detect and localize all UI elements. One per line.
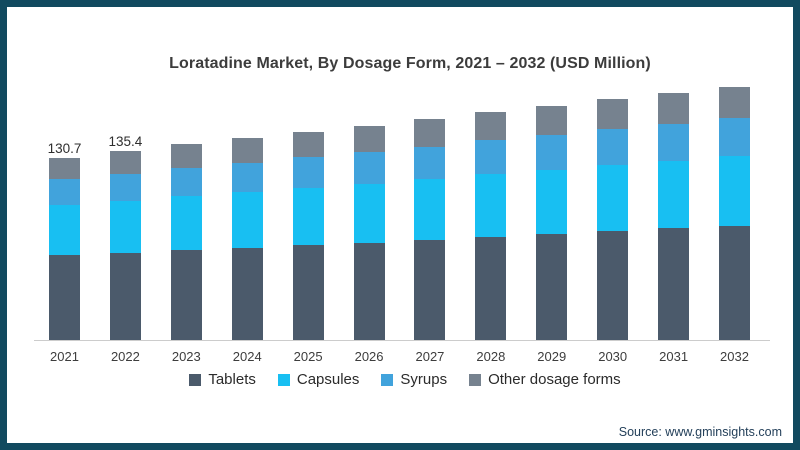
legend-label: Tablets (208, 371, 256, 388)
bar-segment-other-dosage-forms-2028 (475, 112, 507, 141)
bar-segment-syrups-2029 (536, 134, 568, 170)
bar-segment-syrups-2025 (292, 157, 324, 188)
bar-segment-syrups-2030 (597, 128, 629, 165)
bar-segment-tablets-2029 (536, 234, 568, 340)
legend-swatch-icon (381, 373, 394, 386)
bar-segment-syrups-2028 (475, 140, 507, 175)
bar-segment-capsules-2023 (170, 196, 202, 251)
chart-title: Loratadine Market, By Dosage Form, 2021 … (169, 55, 651, 72)
bar-segment-syrups-2026 (353, 152, 385, 184)
bar-segment-syrups-2023 (170, 167, 202, 197)
bar-segment-tablets-2031 (658, 228, 690, 340)
bar-segment-capsules-2031 (658, 160, 690, 229)
bar-segment-other-dosage-forms-2022 (109, 151, 141, 175)
x-axis-label-2030: 2030 (598, 349, 628, 364)
bar-segment-syrups-2032 (719, 117, 750, 156)
x-axis-label-2023: 2023 (171, 349, 201, 364)
bar-segment-capsules-2022 (109, 201, 141, 253)
bar-segment-syrups-2021 (49, 179, 80, 205)
bar-segment-syrups-2022 (109, 174, 141, 202)
bar-segment-syrups-2027 (414, 146, 446, 180)
bar-2025 (292, 131, 324, 340)
value-label-2021: 130.7 (47, 140, 82, 156)
x-axis-label-2022: 2022 (110, 349, 140, 364)
legend-swatch-icon (189, 373, 202, 386)
bar-segment-capsules-2027 (414, 179, 446, 241)
bar-segment-other-dosage-forms-2031 (658, 93, 690, 124)
bar-2024 (231, 137, 263, 340)
x-axis-label-2028: 2028 (476, 349, 506, 364)
x-axis-label-2031: 2031 (659, 349, 689, 364)
legend-item-syrups: Syrups (381, 371, 447, 388)
x-axis-line (34, 340, 770, 341)
bar-2027 (414, 119, 446, 340)
bar-2028 (475, 112, 507, 340)
bar-segment-other-dosage-forms-2026 (353, 125, 385, 153)
bar-2030 (597, 99, 629, 340)
x-axis-label-2027: 2027 (415, 349, 445, 364)
legend-label: Other dosage forms (488, 371, 621, 388)
value-label-2022: 135.4 (108, 134, 143, 150)
legend-label: Syrups (400, 371, 448, 388)
source-attribution: Source: www.gminsights.com (618, 425, 782, 439)
bar-2021 (49, 157, 80, 340)
bar-segment-other-dosage-forms-2024 (231, 137, 263, 163)
bar-segment-tablets-2028 (475, 236, 507, 340)
legend-swatch-icon (469, 373, 482, 386)
bar-2026 (353, 125, 385, 340)
x-axis-label-2025: 2025 (293, 349, 323, 364)
x-axis-label-2032: 2032 (720, 349, 749, 364)
x-axis-label-2026: 2026 (354, 349, 384, 364)
bar-segment-capsules-2025 (292, 187, 324, 246)
bar-segment-tablets-2023 (170, 250, 202, 340)
legend-label: Capsules (296, 371, 360, 388)
bar-segment-capsules-2026 (353, 183, 385, 243)
legend: Tablets Capsules Syrups Other dosage forms (40, 371, 770, 388)
bar-segment-syrups-2031 (658, 123, 690, 161)
bar-segment-other-dosage-forms-2032 (719, 87, 750, 118)
legend-swatch-icon (277, 373, 290, 386)
bar-2029 (536, 106, 568, 340)
bar-segment-capsules-2032 (719, 155, 750, 226)
bar-2023 (170, 143, 202, 340)
bar-segment-other-dosage-forms-2027 (414, 119, 446, 147)
bar-segment-tablets-2022 (109, 253, 141, 340)
bar-segment-tablets-2025 (292, 245, 324, 340)
bar-segment-other-dosage-forms-2021 (49, 157, 80, 179)
bar-segment-tablets-2026 (353, 242, 385, 340)
x-axis-label-2021: 2021 (50, 349, 79, 364)
bar-segment-other-dosage-forms-2025 (292, 131, 324, 158)
bar-segment-capsules-2024 (231, 192, 263, 248)
bar-segment-tablets-2030 (597, 231, 629, 340)
bar-segment-capsules-2021 (49, 204, 80, 256)
x-axis-label-2029: 2029 (537, 349, 567, 364)
bar-2031 (658, 93, 690, 340)
bar-segment-tablets-2027 (414, 240, 446, 340)
legend-item-other-dosage-forms: Other dosage forms (469, 371, 621, 388)
bar-segment-other-dosage-forms-2023 (170, 143, 202, 168)
legend-item-tablets: Tablets (189, 371, 256, 388)
bar-segment-syrups-2024 (231, 162, 263, 193)
bar-segment-other-dosage-forms-2030 (597, 99, 629, 129)
legend-item-capsules: Capsules (277, 371, 360, 388)
bar-segment-other-dosage-forms-2029 (536, 106, 568, 135)
bar-segment-capsules-2028 (475, 174, 507, 237)
bar-segment-capsules-2029 (536, 169, 568, 235)
bar-segment-tablets-2024 (231, 247, 263, 340)
bar-2032 (719, 87, 750, 340)
bar-segment-tablets-2032 (719, 225, 750, 340)
x-axis-label-2024: 2024 (232, 349, 262, 364)
bar-2022 (109, 151, 141, 340)
bar-segment-capsules-2030 (597, 164, 629, 232)
bar-segment-tablets-2021 (49, 255, 80, 340)
